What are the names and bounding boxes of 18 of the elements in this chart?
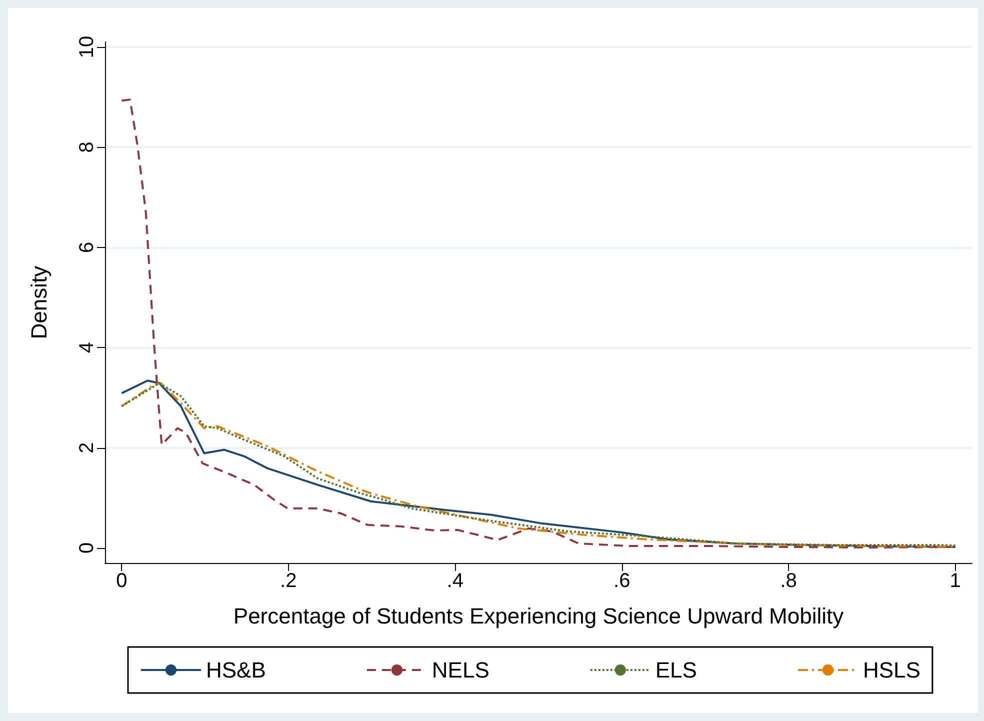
x-tick-label: .8	[780, 570, 797, 592]
y-axis-title: Density	[26, 266, 52, 340]
x-tick-label: 1	[950, 570, 961, 592]
x-tick-label: 0	[116, 570, 128, 592]
x-axis-title: Percentage of Students Experiencing Science Upward Mobility	[233, 604, 844, 628]
legend-label: HS&B	[206, 658, 266, 682]
x-tick-label: .6	[614, 570, 630, 592]
y-tick-label: 0	[76, 542, 98, 554]
legend-label: ELS	[655, 658, 697, 682]
legend-label: NELS	[432, 658, 490, 682]
legend-label: HSLS	[862, 658, 920, 682]
x-tick-label: .4	[446, 570, 464, 592]
y-tick-label: 6	[76, 242, 98, 253]
y-tick-label: 4	[76, 342, 98, 354]
y-tick-label: 10	[76, 36, 98, 58]
y-tick-label: 8	[76, 142, 98, 153]
x-tick-label: .2	[280, 570, 297, 592]
y-tick-label: 2	[76, 442, 98, 454]
